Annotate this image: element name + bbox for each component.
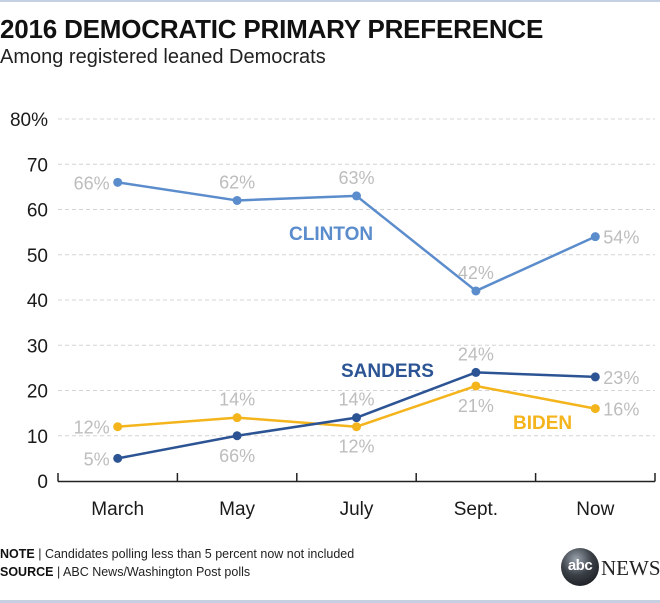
data-point-biden: [471, 381, 481, 391]
source-label: SOURCE: [0, 565, 54, 579]
data-label-biden: 14%: [219, 390, 255, 410]
logo-news-text: NEWS: [601, 556, 660, 580]
data-point-sanders: [232, 431, 242, 441]
data-label-biden: 12%: [74, 418, 110, 438]
note-label: NOTE: [0, 547, 35, 561]
data-label-sanders: 14%: [338, 390, 374, 410]
note-text: Candidates polling less than 5 percent n…: [44, 547, 355, 561]
data-label-sanders: 5%: [84, 449, 110, 469]
series-label-clinton: CLINTON: [289, 224, 373, 245]
x-axis: March May July Sept. Now: [57, 473, 656, 520]
chart-subtitle: Among registered leaned Democrats: [0, 46, 326, 68]
data-label-clinton: 42%: [458, 263, 494, 283]
data-point-biden: [352, 422, 361, 432]
source-text: ABC News/Washington Post polls: [63, 565, 251, 579]
x-tick-label: Now: [576, 499, 614, 520]
data-label-clinton: 66%: [74, 173, 110, 193]
data-label-sanders: 24%: [458, 344, 494, 364]
data-point-clinton: [352, 191, 361, 201]
logo-abc-text: abc: [567, 557, 593, 574]
series-label-biden: BIDEN: [513, 413, 572, 434]
x-tick-label: July: [340, 499, 374, 520]
note-separator: |: [38, 547, 42, 561]
bottom-border: [0, 600, 660, 603]
y-tick-label: 10: [27, 427, 48, 448]
data-label-clinton: 63%: [338, 168, 374, 188]
data-point-clinton: [232, 195, 242, 205]
footer-source: SOURCE | ABC News/Washington Post polls: [0, 565, 250, 579]
data-label-biden: 21%: [458, 396, 494, 416]
chart-title: 2016 DEMOCRATIC PRIMARY PREFERENCE: [0, 14, 544, 44]
y-tick-label: 30: [27, 336, 48, 357]
abc-news-logo: abc NEWS: [561, 548, 660, 586]
data-point-biden: [232, 413, 242, 423]
data-label-sanders: 23%: [603, 368, 639, 388]
data-label-biden: 16%: [603, 400, 639, 420]
data-point-clinton: [471, 286, 481, 296]
data-label-sanders: 66%: [219, 446, 255, 466]
top-border: [0, 0, 660, 2]
y-tick-label: 40: [27, 291, 48, 312]
x-tick-label: May: [219, 499, 255, 520]
data-point-clinton: [113, 177, 123, 187]
y-tick-label: 80%: [10, 110, 48, 131]
y-tick-label: 60: [27, 201, 48, 222]
gridlines: [58, 118, 655, 437]
y-tick-label: 70: [27, 155, 48, 176]
data-point-biden: [113, 422, 123, 432]
data-label-biden: 12%: [338, 437, 374, 457]
y-tick-label: 50: [27, 246, 48, 267]
data-labels: 66% 62% 63% 42% 54% 5% 66% 14% 24% 23% 12% 14% 12% 21…: [74, 168, 640, 469]
y-tick-label: 0: [37, 472, 48, 493]
data-point-sanders: [352, 413, 361, 423]
data-point-sanders: [113, 453, 123, 463]
data-point-biden: [590, 404, 600, 414]
data-point-sanders: [471, 367, 481, 377]
source-separator: |: [56, 565, 61, 579]
footer-note: NOTE | Candidates polling less than 5 pe…: [0, 547, 354, 561]
x-tick-label: Sept.: [454, 499, 498, 520]
abc-logo-ball-icon: [561, 548, 599, 586]
data-point-clinton: [590, 232, 600, 242]
series-lines: [113, 177, 600, 463]
y-tick-label: 20: [27, 382, 48, 403]
data-label-clinton: 62%: [219, 172, 255, 192]
data-label-clinton: 54%: [603, 228, 639, 248]
y-axis-ticks: 0 10 20 30 40 50 60 70 80%: [10, 110, 48, 493]
x-tick-label: March: [91, 499, 144, 520]
data-point-sanders: [590, 372, 600, 382]
series-label-sanders: SANDERS: [341, 361, 434, 382]
